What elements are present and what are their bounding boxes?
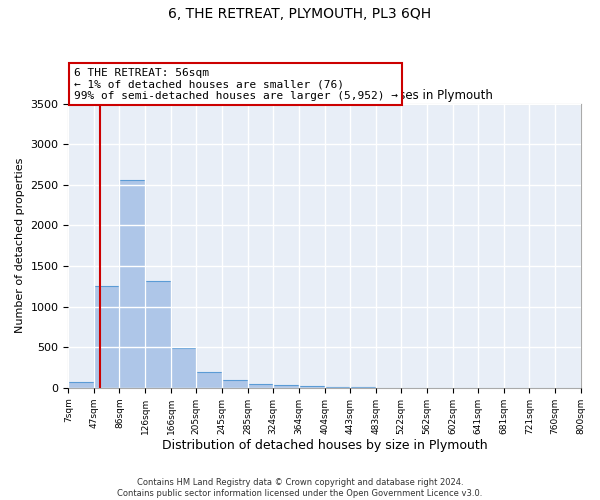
Bar xyxy=(171,348,196,388)
Bar xyxy=(273,385,299,388)
Text: Contains HM Land Registry data © Crown copyright and database right 2024.
Contai: Contains HM Land Registry data © Crown c… xyxy=(118,478,482,498)
Bar xyxy=(196,372,222,388)
Bar xyxy=(94,286,119,388)
Bar xyxy=(68,382,94,388)
Bar xyxy=(119,180,145,388)
Bar xyxy=(299,386,325,388)
Text: 6, THE RETREAT, PLYMOUTH, PL3 6QH: 6, THE RETREAT, PLYMOUTH, PL3 6QH xyxy=(169,8,431,22)
Bar xyxy=(325,387,350,388)
Bar xyxy=(222,380,248,388)
Y-axis label: Number of detached properties: Number of detached properties xyxy=(15,158,25,334)
Bar xyxy=(145,280,171,388)
Bar xyxy=(248,384,273,388)
Title: Size of property relative to detached houses in Plymouth: Size of property relative to detached ho… xyxy=(156,90,493,102)
Text: 6 THE RETREAT: 56sqm
← 1% of detached houses are smaller (76)
99% of semi-detach: 6 THE RETREAT: 56sqm ← 1% of detached ho… xyxy=(74,68,398,100)
X-axis label: Distribution of detached houses by size in Plymouth: Distribution of detached houses by size … xyxy=(161,440,487,452)
